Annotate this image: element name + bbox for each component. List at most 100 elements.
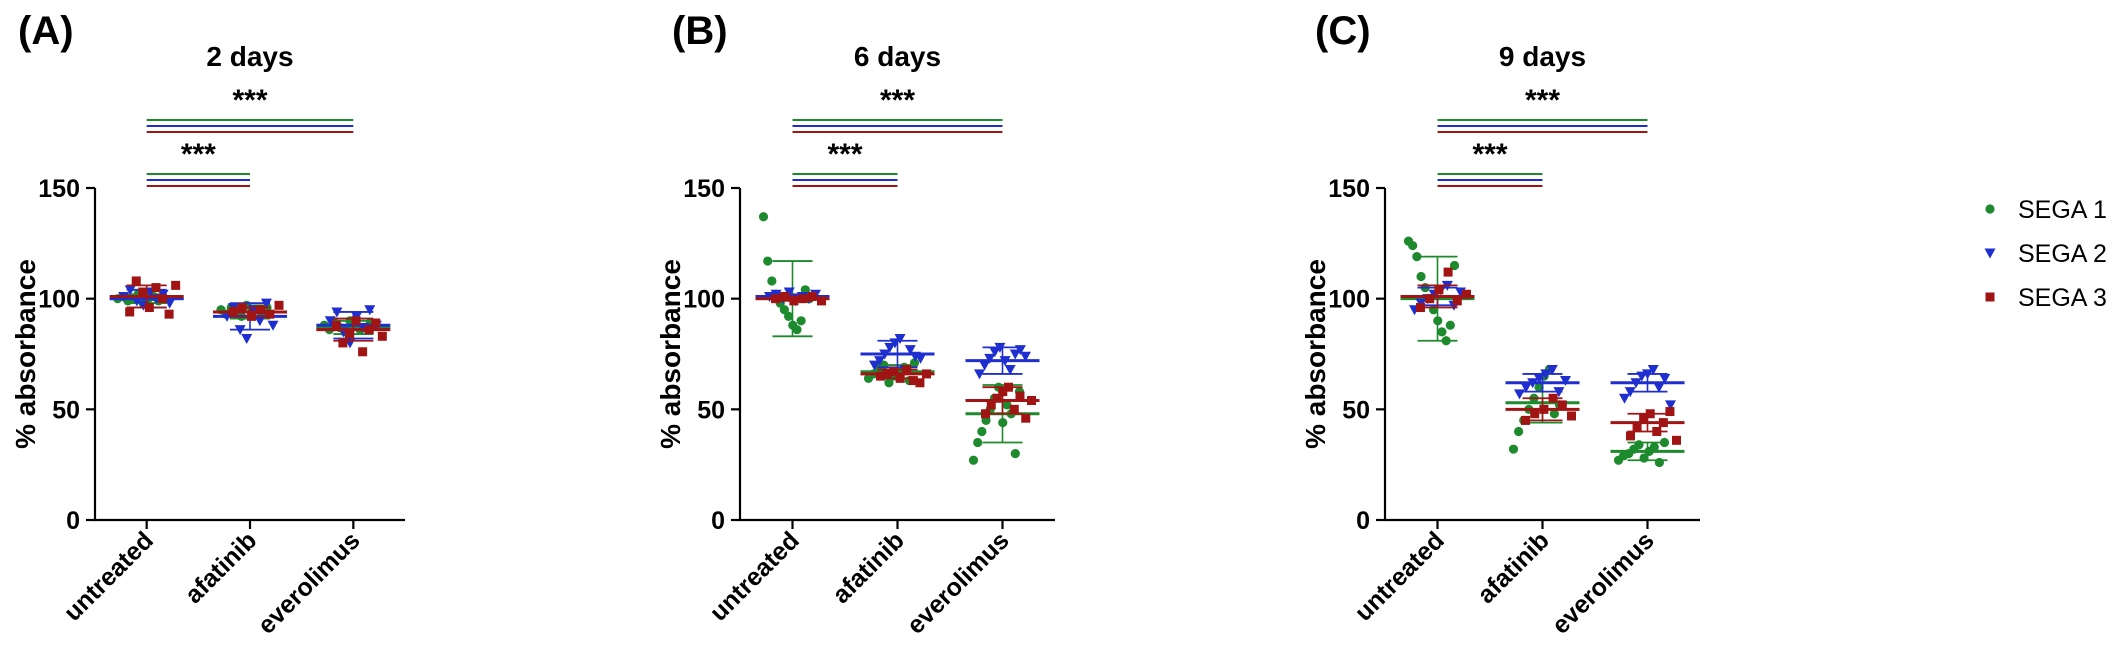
data-point <box>1647 364 1659 375</box>
y-tick-label: 150 <box>1328 175 1370 203</box>
chart-panel-3: (C) 9 days % absorbance 0 50 100 150 untreated a… <box>1300 9 1700 640</box>
y-tick-label: 50 <box>52 396 80 424</box>
data-point <box>974 369 985 380</box>
data-point <box>894 334 906 345</box>
significance-label: *** <box>181 138 216 171</box>
legend-item: SEGA 3 <box>1985 284 2107 312</box>
data-point <box>908 376 918 386</box>
data-point <box>1452 296 1462 306</box>
data-point <box>1514 426 1524 437</box>
legend: SEGA 1 SEGA 2 SEGA 3 <box>1984 196 2107 312</box>
data-point <box>915 378 925 388</box>
x-tick-label: afatinib <box>1472 526 1555 609</box>
data-point <box>1004 364 1016 375</box>
data-point <box>1508 444 1519 454</box>
panels: (A) 2 days % absorbance 0 50 100 150 untreated a… <box>10 9 1700 640</box>
data-point <box>1020 351 1031 362</box>
y-tick-label: 100 <box>683 286 725 314</box>
data-point <box>984 353 996 364</box>
data-point <box>1560 376 1571 387</box>
y-tick-label: 50 <box>1342 396 1370 424</box>
data-point <box>989 347 1001 358</box>
data-point <box>1408 240 1418 251</box>
significance-label: *** <box>232 84 267 117</box>
data-point <box>986 400 996 410</box>
significance-label: *** <box>880 84 915 117</box>
data-point <box>817 296 826 306</box>
data-point <box>1654 457 1664 468</box>
x-tick-label: untreated <box>1349 526 1449 626</box>
x-tick-label: everolimus <box>1547 526 1660 639</box>
series-sega-3 <box>109 276 391 357</box>
data-point <box>241 334 253 345</box>
data-point <box>1434 285 1444 295</box>
data-point <box>377 331 387 341</box>
x-tick-label: everolimus <box>252 526 365 639</box>
data-point <box>371 318 381 328</box>
data-point <box>884 342 896 353</box>
data-point <box>763 256 773 266</box>
data-point <box>1010 449 1020 459</box>
panel-label: (B) <box>672 9 728 53</box>
significance-label: *** <box>1472 138 1507 171</box>
significance-label: *** <box>1525 84 1560 117</box>
legend-label: SEGA 2 <box>2018 240 2107 268</box>
data-point <box>1445 320 1455 330</box>
data-point <box>1443 267 1453 277</box>
y-tick-label: 0 <box>1356 507 1370 535</box>
data-point <box>324 316 336 327</box>
data-point <box>1437 327 1447 337</box>
data-point <box>977 426 987 437</box>
chart-title: 9 days <box>1499 41 1586 72</box>
data-point <box>351 316 361 326</box>
data-point <box>1015 391 1025 401</box>
x-tick-label: afatinib <box>180 526 263 609</box>
data-point <box>358 347 368 357</box>
data-point <box>1567 411 1576 421</box>
data-point <box>758 212 769 222</box>
y-tick-label: 50 <box>697 396 725 424</box>
data-point <box>1416 271 1426 282</box>
data-point <box>1557 400 1567 410</box>
legend-marker <box>1985 292 1995 302</box>
data-point <box>1632 422 1642 432</box>
legend-label: SEGA 1 <box>2018 196 2107 224</box>
data-point <box>331 320 341 330</box>
chart-panel-1: (A) 2 days % absorbance 0 50 100 150 untreated a… <box>10 9 405 640</box>
data-point <box>274 300 284 310</box>
data-point <box>884 378 894 388</box>
data-point <box>131 276 141 286</box>
series-sega-3 <box>1400 267 1685 445</box>
data-point <box>344 329 354 339</box>
data-point <box>1514 389 1525 400</box>
data-point <box>1002 400 1012 410</box>
data-point <box>151 283 161 293</box>
data-point <box>783 311 794 321</box>
data-point <box>1649 442 1659 452</box>
data-point <box>1549 409 1559 419</box>
legend-item: SEGA 2 <box>1984 240 2107 268</box>
y-axis-label: % absorbance <box>10 259 41 449</box>
data-point <box>1534 382 1544 392</box>
data-point <box>1672 435 1681 445</box>
data-point <box>1412 252 1422 262</box>
data-point <box>992 393 1002 403</box>
y-tick-label: 0 <box>711 507 725 535</box>
data-point <box>158 294 168 304</box>
x-tick-label: untreated <box>59 526 159 626</box>
y-tick-label: 100 <box>38 286 80 314</box>
legend-marker <box>1984 248 1996 259</box>
data-point <box>1021 413 1031 423</box>
data-point <box>779 305 790 315</box>
data-point <box>1009 404 1019 414</box>
series-sega-3 <box>755 291 1040 423</box>
y-tick-label: 150 <box>683 175 725 203</box>
data-point <box>1665 400 1676 411</box>
y-tick-label: 150 <box>38 175 80 203</box>
chart-title: 2 days <box>206 41 293 72</box>
data-point <box>1546 364 1558 375</box>
data-point <box>1462 289 1471 299</box>
data-point <box>973 437 983 448</box>
data-point <box>1425 294 1435 304</box>
